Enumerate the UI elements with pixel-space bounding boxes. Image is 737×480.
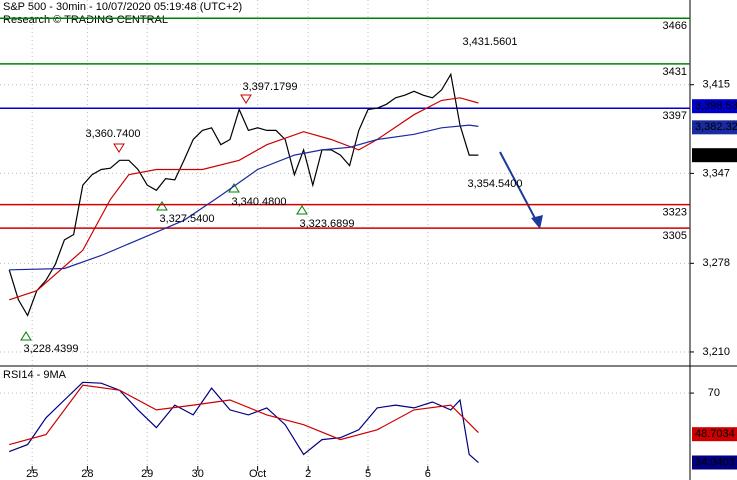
- price-tag: [692, 427, 737, 442]
- level-label: 3431: [663, 66, 687, 78]
- y-tick-label: 3,278: [702, 257, 730, 269]
- up-marker: [156, 201, 168, 211]
- y-tick-label: 3,210: [702, 346, 730, 358]
- x-tick-label: 5: [365, 468, 371, 480]
- y-tick-label: 3,347: [702, 167, 730, 179]
- annotation: 3,340.4800: [231, 196, 286, 208]
- price-tag-label: 34.0403: [695, 456, 735, 468]
- x-tick-label: 2: [305, 468, 311, 480]
- price-tag-label: 3,382.32: [695, 121, 737, 133]
- up-marker: [296, 205, 308, 215]
- y-tick-label: 70: [708, 387, 720, 399]
- rsi-line: [9, 384, 479, 446]
- price-tag-label: 3,398.53: [695, 100, 737, 112]
- arrow-head: [531, 215, 543, 229]
- price-line: [9, 124, 479, 271]
- price-line: [8, 72, 479, 317]
- chart-title: S&P 500 - 30min - 10/07/2020 05:19:48 (U…: [3, 1, 242, 13]
- price-tag: [692, 455, 737, 470]
- level-label: 3323: [663, 207, 687, 219]
- x-tick-label: 25: [26, 468, 38, 480]
- x-tick-label: Oct: [249, 468, 266, 480]
- price-tag-label: 3,360.95: [695, 149, 737, 161]
- annotation: 3,431.5601: [462, 36, 517, 48]
- price-tag: [692, 99, 737, 114]
- level-label: 3397: [663, 110, 687, 122]
- annotation: 3,360.7400: [85, 128, 140, 140]
- up-marker: [20, 331, 32, 341]
- annotation: 3,397.1799: [242, 81, 297, 93]
- annotation: 3,354.5400: [467, 178, 522, 190]
- indicator-title: RSI14 - 9MA: [3, 369, 67, 381]
- x-tick-label: 28: [81, 468, 93, 480]
- annotation: 3,327.5400: [159, 213, 214, 225]
- chart-subtitle: Research © TRADING CENTRAL: [3, 14, 168, 26]
- annotation: 3,323.6899: [299, 218, 354, 230]
- level-label: 3466: [663, 20, 687, 32]
- annotation: 3,228.4399: [23, 343, 78, 355]
- level-label: 3305: [663, 230, 687, 242]
- price-tag: [692, 148, 737, 163]
- arrow: [499, 151, 539, 225]
- x-tick-label: 6: [425, 468, 431, 480]
- x-tick-label: 30: [192, 468, 204, 480]
- down-marker: [113, 143, 125, 153]
- price-tag: [692, 120, 737, 135]
- price-line: [9, 97, 479, 301]
- y-tick-label: 3,415: [702, 79, 730, 91]
- x-tick-label: 29: [141, 468, 153, 480]
- price-tag-label: 48.7034: [695, 428, 735, 440]
- down-marker: [240, 94, 252, 104]
